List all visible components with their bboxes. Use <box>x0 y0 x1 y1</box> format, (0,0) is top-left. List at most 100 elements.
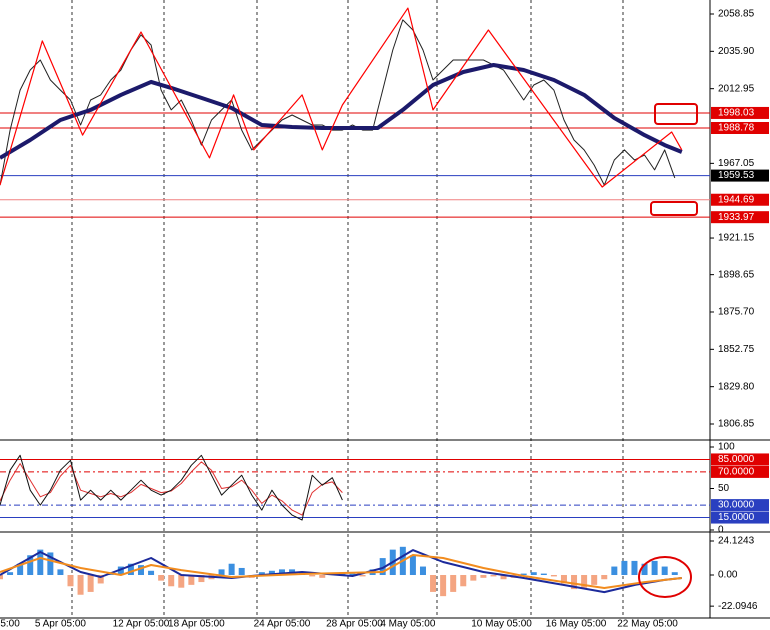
histogram-bar <box>117 566 124 576</box>
histogram-bar <box>0 575 3 580</box>
histogram-bar <box>127 563 134 576</box>
highlight-box <box>650 201 698 216</box>
histogram-bar <box>238 567 245 576</box>
histogram-bar <box>188 575 195 585</box>
histogram-bar <box>97 575 104 584</box>
histogram-bar <box>500 575 507 580</box>
histogram-bar <box>148 570 155 576</box>
x-tick-label: 5 Apr 05:00 <box>35 619 87 630</box>
y-tick-label: 1806.85 <box>718 419 755 430</box>
histogram-bar <box>309 575 316 577</box>
histogram-bar <box>450 575 457 592</box>
level-label-box <box>711 211 769 224</box>
y-tick-label: 2035.90 <box>718 46 755 57</box>
histogram-bar <box>67 575 74 587</box>
histogram-bar <box>47 552 54 576</box>
level-label: 1944.69 <box>718 194 755 205</box>
histogram-bar <box>641 563 648 576</box>
histogram-bar <box>278 569 285 576</box>
histogram-bar <box>621 560 628 576</box>
histogram-bar <box>550 575 557 577</box>
histogram-bar <box>198 575 205 583</box>
histogram-bar <box>631 560 638 576</box>
y-tick-label: 1898.65 <box>718 269 755 280</box>
y-tick-label: 100 <box>718 442 735 453</box>
level-label: 15.0000 <box>718 512 755 523</box>
y-tick-label: 2058.85 <box>718 9 755 20</box>
y-tick-label: 1829.80 <box>718 381 755 392</box>
histogram-bar <box>409 555 416 576</box>
level-label-box <box>711 453 769 466</box>
histogram-bar <box>258 572 265 576</box>
series-line <box>0 554 682 589</box>
histogram-bar <box>601 575 608 580</box>
histogram-bar <box>490 575 497 577</box>
y-tick-label: 50 <box>718 483 730 494</box>
y-tick-label: 0.00 <box>718 570 738 581</box>
histogram-bar <box>268 570 275 576</box>
histogram-bar <box>611 566 618 576</box>
y-tick-label: 1921.15 <box>718 233 755 244</box>
x-tick-label: 5:00 <box>0 619 20 630</box>
x-tick-label: 22 May 05:00 <box>617 619 678 630</box>
histogram-bar <box>661 566 668 576</box>
histogram-bar <box>218 569 225 576</box>
level-label-box <box>711 106 769 119</box>
histogram-bar <box>581 575 588 588</box>
series-line <box>0 7 683 188</box>
histogram-bar <box>591 575 598 585</box>
series-line <box>0 454 343 521</box>
y-tick-label: 1967.05 <box>718 158 755 169</box>
histogram-bar <box>7 572 14 576</box>
x-tick-label: 10 May 05:00 <box>471 619 532 630</box>
x-tick-label: 16 May 05:00 <box>546 619 607 630</box>
x-tick-label: 12 Apr 05:00 <box>113 619 170 630</box>
level-label-box <box>711 121 769 134</box>
level-label: 1933.97 <box>718 212 755 223</box>
histogram-bar <box>77 575 84 595</box>
histogram-bar <box>470 575 477 581</box>
y-tick-label: 0 <box>718 525 724 536</box>
histogram-bar <box>440 575 447 597</box>
level-label: 70.0000 <box>718 467 755 478</box>
x-tick-label: 28 Apr 05:00 <box>326 619 383 630</box>
period-separators <box>71 0 624 618</box>
histogram-bar <box>571 575 578 590</box>
histogram-bar <box>419 566 426 576</box>
histogram-bar <box>27 555 34 576</box>
level-label-box <box>711 193 769 206</box>
histogram-bar <box>178 575 185 588</box>
histogram-bar <box>87 575 94 592</box>
level-label-box <box>711 499 769 512</box>
highlight-box <box>654 103 698 125</box>
y-tick-label: 24.1243 <box>718 536 755 547</box>
level-label-box <box>711 169 769 182</box>
x-tick-label: 4 May 05:00 <box>380 619 435 630</box>
histogram-bar <box>460 575 467 587</box>
histogram-bar <box>168 575 175 587</box>
histogram-bar <box>520 573 527 576</box>
histogram-bar <box>158 575 165 581</box>
level-label: 85.0000 <box>718 454 755 465</box>
series-line <box>0 63 683 160</box>
level-label-box <box>711 465 769 478</box>
level-label: 1988.78 <box>718 123 755 134</box>
plot-layer: 2058.85 2035.90 2012.95 1967.05 1921.15 1898.… <box>0 7 769 630</box>
histogram-bar <box>671 572 678 576</box>
histogram-bar <box>560 575 567 584</box>
histogram-bar <box>540 573 547 576</box>
y-tick-label: -22.0946 <box>718 601 758 612</box>
y-tick-label: 1852.75 <box>718 344 755 355</box>
histogram-bar <box>480 575 487 578</box>
y-tick-label: 2012.95 <box>718 83 755 94</box>
highlight-circle <box>638 556 692 598</box>
histogram-bar <box>651 560 658 576</box>
series-line <box>0 19 676 186</box>
level-label: 1959.53 <box>718 170 755 181</box>
y-tick-label: 1875.70 <box>718 307 755 318</box>
histogram-bar <box>37 549 44 576</box>
series-line <box>0 461 343 516</box>
histogram-bar <box>359 575 366 577</box>
